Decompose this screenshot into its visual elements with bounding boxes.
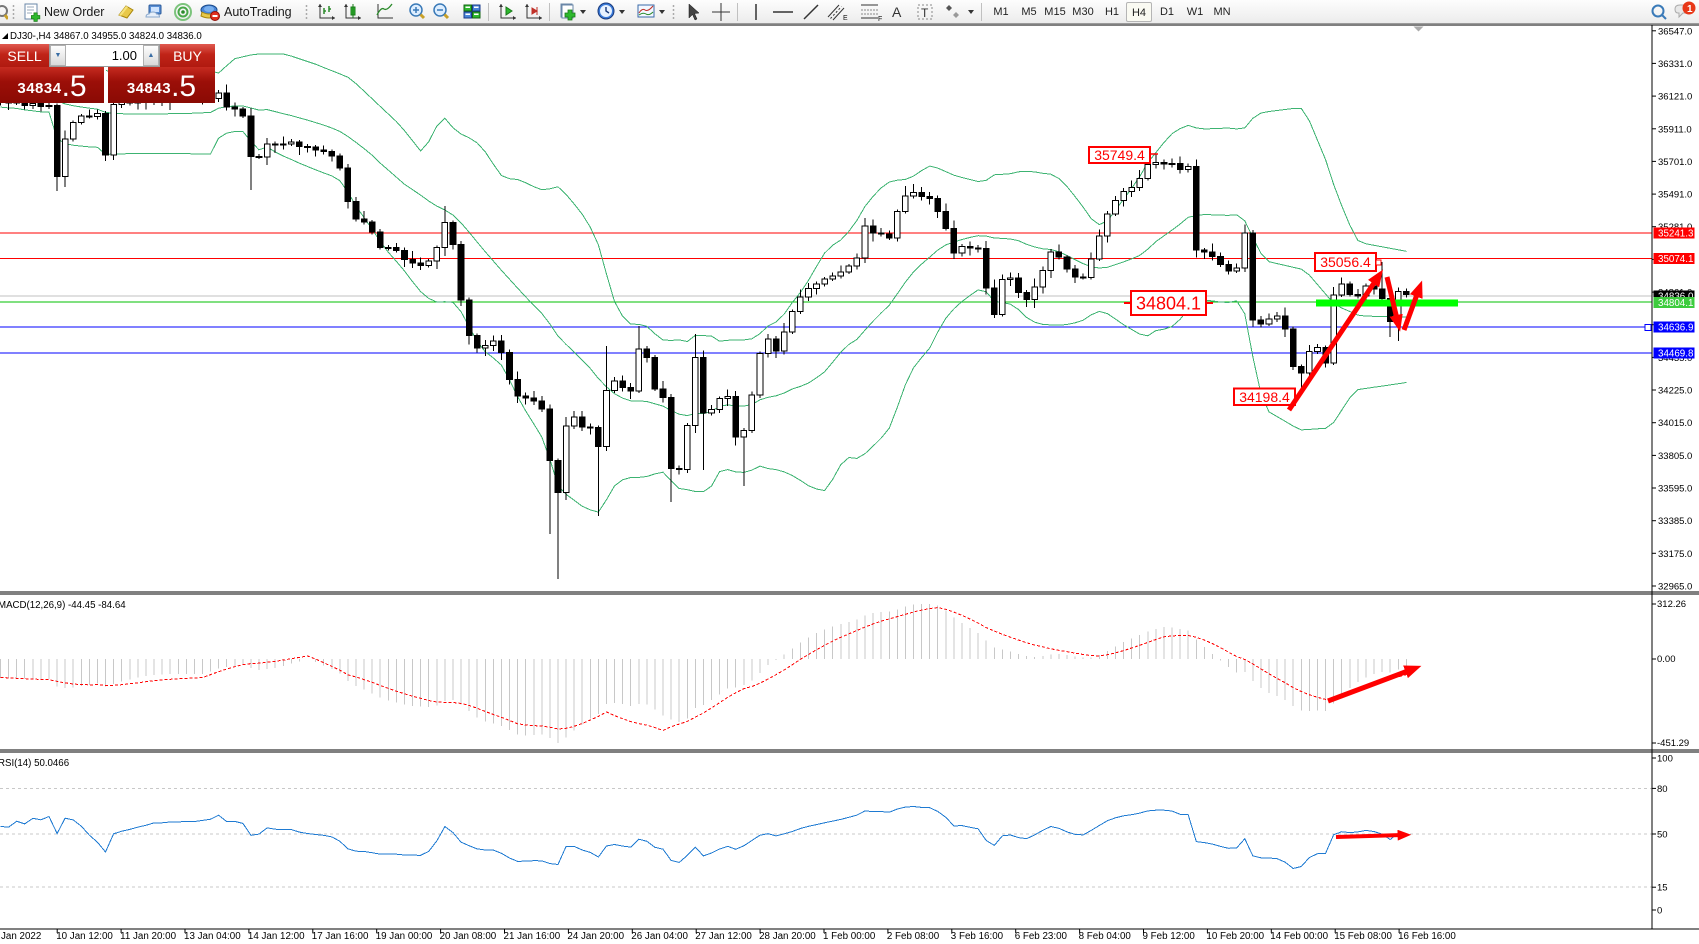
svg-text:35491.0: 35491.0 [1658, 190, 1692, 201]
svg-text:34804.1: 34804.1 [1658, 298, 1693, 309]
svg-text:21 Jan 16:00: 21 Jan 16:00 [504, 931, 561, 942]
svg-text:A: A [892, 4, 902, 20]
svg-text:17 Jan 16:00: 17 Jan 16:00 [312, 931, 369, 942]
svg-text:16 Feb 16:00: 16 Feb 16:00 [1398, 931, 1456, 942]
svg-text:33805.0: 33805.0 [1658, 451, 1692, 462]
svg-text:20 Jan 08:00: 20 Jan 08:00 [440, 931, 497, 942]
svg-text:1: 1 [1687, 4, 1693, 15]
svg-text:36331.0: 36331.0 [1658, 59, 1692, 70]
svg-text:28 Jan 20:00: 28 Jan 20:00 [759, 931, 816, 942]
svg-text:34636.9: 34636.9 [1658, 323, 1693, 334]
svg-text:9 Feb 12:00: 9 Feb 12:00 [1143, 931, 1196, 942]
svg-text:T: T [921, 6, 929, 20]
svg-text:15 Feb 08:00: 15 Feb 08:00 [1334, 931, 1392, 942]
svg-text:F: F [878, 16, 882, 23]
svg-text:0.00: 0.00 [1657, 654, 1676, 665]
svg-text:MACD(12,26,9) -44.45 -84.64: MACD(12,26,9) -44.45 -84.64 [0, 600, 126, 611]
svg-text:1 Feb 00:00: 1 Feb 00:00 [823, 931, 876, 942]
svg-text:35749.4: 35749.4 [1094, 147, 1145, 163]
svg-text:35701.0: 35701.0 [1658, 157, 1692, 168]
svg-text:35911.0: 35911.0 [1658, 124, 1692, 135]
svg-text:24 Jan 20:00: 24 Jan 20:00 [567, 931, 624, 942]
svg-text:35241.3: 35241.3 [1658, 229, 1694, 240]
svg-text:33385.0: 33385.0 [1658, 516, 1692, 527]
svg-text:6 Feb 23:00: 6 Feb 23:00 [1015, 931, 1068, 942]
svg-text:Jan 2022: Jan 2022 [1, 931, 41, 942]
svg-text:-451.29: -451.29 [1657, 738, 1689, 749]
svg-text:2 Feb 08:00: 2 Feb 08:00 [887, 931, 940, 942]
svg-text:80: 80 [1657, 784, 1668, 795]
svg-text:34225.0: 34225.0 [1658, 386, 1692, 397]
svg-text:50: 50 [1657, 830, 1668, 841]
svg-text:10 Jan 12:00: 10 Jan 12:00 [56, 931, 113, 942]
svg-text:33595.0: 33595.0 [1658, 484, 1692, 495]
svg-text:15: 15 [1657, 883, 1668, 894]
svg-text:32965.0: 32965.0 [1658, 582, 1692, 593]
svg-text:36547.0: 36547.0 [1658, 26, 1692, 37]
svg-text:34198.4: 34198.4 [1239, 389, 1290, 405]
svg-text:35056.4: 35056.4 [1320, 254, 1371, 270]
svg-text:14 Feb 00:00: 14 Feb 00:00 [1270, 931, 1328, 942]
svg-text:34804.1: 34804.1 [1136, 294, 1201, 314]
svg-text:33175.0: 33175.0 [1658, 549, 1692, 560]
svg-text:E: E [843, 15, 848, 22]
svg-text:3 Feb 16:00: 3 Feb 16:00 [951, 931, 1004, 942]
svg-text:0: 0 [1657, 906, 1662, 917]
svg-text:11 Jan 20:00: 11 Jan 20:00 [120, 931, 176, 942]
svg-text:34015.0: 34015.0 [1658, 418, 1692, 429]
svg-text:8 Feb 04:00: 8 Feb 04:00 [1079, 931, 1132, 942]
svg-text:100: 100 [1657, 754, 1673, 765]
svg-text:19 Jan 00:00: 19 Jan 00:00 [376, 931, 433, 942]
svg-text:10 Feb 20:00: 10 Feb 20:00 [1206, 931, 1264, 942]
svg-text:26 Jan 04:00: 26 Jan 04:00 [631, 931, 688, 942]
svg-text:312.26: 312.26 [1657, 599, 1686, 610]
svg-text:13 Jan 04:00: 13 Jan 04:00 [184, 931, 241, 942]
svg-text:27 Jan 12:00: 27 Jan 12:00 [695, 931, 752, 942]
svg-text:14 Jan 12:00: 14 Jan 12:00 [248, 931, 305, 942]
svg-text:35074.1: 35074.1 [1658, 254, 1693, 265]
svg-text:DJ30-,H4 34867.0 34955.0 3482: DJ30-,H4 34867.0 34955.0 34824.0 34836.0 [10, 31, 202, 42]
svg-text:36121.0: 36121.0 [1658, 92, 1692, 103]
svg-text:34469.8: 34469.8 [1658, 349, 1694, 360]
svg-text:RSI(14) 50.0466: RSI(14) 50.0466 [0, 758, 69, 769]
